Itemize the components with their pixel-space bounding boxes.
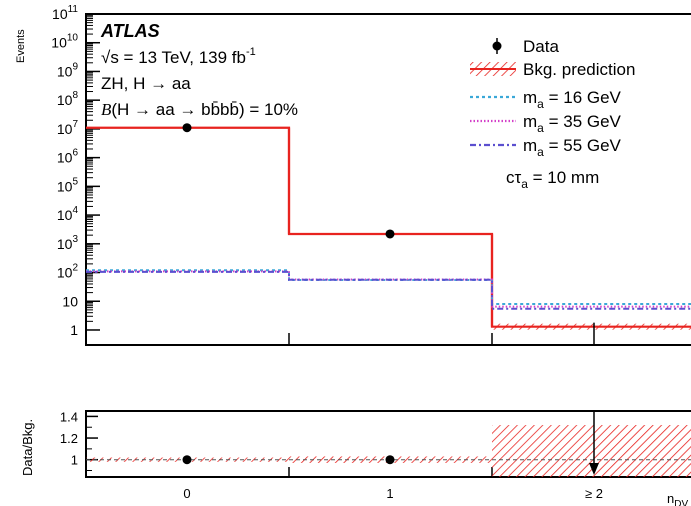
bkg-histogram [86,126,691,328]
x-tick-label: 0 [183,486,190,501]
x-tick-label: 1 [386,486,393,501]
y-tick-label: 10 [62,293,78,309]
branching-label: B(H → aa → bb̄bb̄) = 10% [101,100,298,119]
legend-data-label: Data [523,37,559,56]
ratio-y-tick-label: 1.4 [60,409,78,424]
y-tick-label: 109 [57,61,79,79]
process-label: ZH, H → aa [101,74,191,93]
data-point [385,229,395,239]
y-tick-label: 1011 [52,4,78,22]
y-tick-label: 106 [57,148,79,166]
ratio-panel-frame [85,410,691,478]
legend-signal-16-label: ma = 16 GeV [523,88,622,111]
atlas-label: ATLAS [100,21,160,41]
ratio-point [182,455,192,465]
y-tick-label: 1010 [51,33,78,51]
ratio-uncertainty-band [492,425,691,477]
main-panel-frame [85,13,691,346]
y-tick-label: 108 [57,90,79,108]
legend: Data Bkg. prediction ma = 16 GeV ma = 35… [470,37,635,159]
legend-data-entry: Data [492,37,559,56]
main-plot-layer: 1 10 102 103 104 105 106 107 108 109 1010 1011 [51,4,691,345]
atlas-header: ATLAS √s = 13 TeV, 139 fb-1 ZH, H → aa B… [100,21,599,191]
signal-0-histogram [86,269,691,306]
legend-signal-55-label: ma = 55 GeV [523,136,622,159]
y-tick-label: 1 [70,322,78,338]
y-tick-label: 105 [57,176,79,194]
legend-signal-16: ma = 16 GeV [470,88,622,111]
x-tick-label: ≥ 2 [585,486,603,501]
ratio-y-tick-label: 1.2 [60,431,78,446]
lifetime-label: cτa = 10 mm [506,168,599,191]
y-tick-label: 104 [57,205,79,223]
legend-bkg-label: Bkg. prediction [523,60,635,79]
signal-2-histogram [86,270,691,310]
data-point [182,123,192,133]
signal-1-histogram [86,270,691,308]
legend-bkg-entry: Bkg. prediction [470,60,635,79]
ratio-ylabel: Data/Bkg. [20,419,35,476]
xlabel: nDV [667,491,688,506]
ratio-arrow-head [589,463,599,475]
y-tick-label: 103 [57,234,79,252]
legend-signal-35: ma = 35 GeV [470,112,622,135]
y-tick-label: 102 [57,263,79,281]
legend-signal-35-label: ma = 35 GeV [523,112,622,135]
main-ylabel: Events [15,29,27,63]
energy-lumi: √s = 13 TeV, 139 fb-1 [101,46,256,67]
ratio-y-tick-label: 1 [71,453,78,468]
ratio-point [385,455,395,465]
legend-signal-55: ma = 55 GeV [470,136,622,159]
ratio-plot-layer: 0 1 ≥ 2 1 1.2 1.4 [60,409,691,501]
y-tick-label: 107 [57,119,79,137]
